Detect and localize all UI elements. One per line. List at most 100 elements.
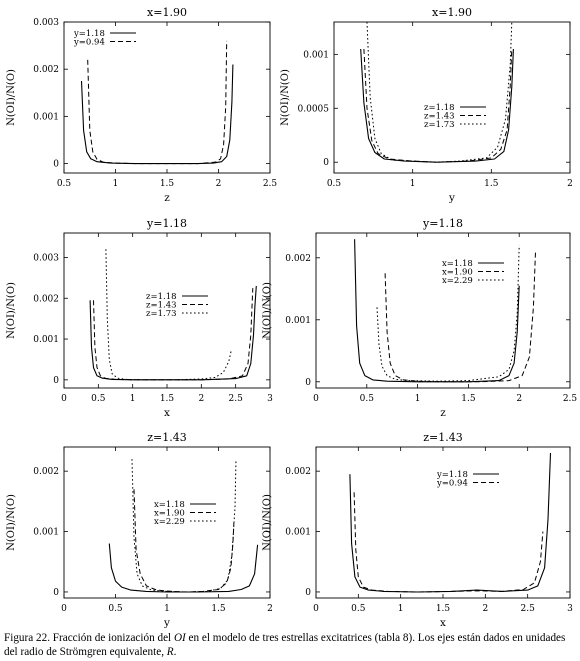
x-tick-label: 0.5	[360, 394, 375, 404]
x-tick-label: 2	[216, 179, 222, 189]
y-axis-label: N(OI)/N(O)	[6, 69, 17, 126]
y-tick-label: 0.002	[285, 254, 311, 264]
chart-title: x=1.90	[147, 6, 187, 19]
x-tick-label: 2.5	[229, 394, 244, 404]
series-line-solid	[360, 48, 514, 163]
legend-label: z=1.73	[146, 309, 177, 319]
legend-label: y=1.18	[73, 29, 105, 39]
y-tick-label: 0.001	[33, 528, 59, 538]
x-tick-label: 1	[113, 179, 119, 189]
legend-label: z=1.43	[424, 112, 455, 122]
x-axis-label: z	[440, 407, 446, 419]
y-tick-label: 0.001	[33, 112, 59, 122]
series-line-dashed	[133, 489, 235, 593]
x-axis-label: z	[164, 192, 170, 204]
chart-panel-4: y=1.18 0 0.5 1 1.5 2 2.5 0 0.001 0.002 z N(OI)/N(O)…	[262, 217, 577, 419]
x-tick-label: 0	[61, 394, 67, 404]
series-line-dotted	[376, 245, 520, 382]
x-tick-label: 2.5	[521, 604, 536, 614]
y-tick-label: 0.002	[33, 294, 59, 304]
x-tick-label: 1.5	[160, 394, 175, 404]
x-tick-label: 1	[130, 394, 136, 404]
y-tick-label: 0.001	[285, 528, 311, 538]
y-tick-label: 0.0005	[298, 104, 330, 114]
x-tick-label: 0	[313, 604, 319, 614]
chart-title: z=1.43	[423, 431, 463, 444]
x-tick-label: 0.5	[108, 604, 123, 614]
series-line-dashed	[353, 492, 544, 593]
chart-title: y=1.18	[146, 217, 187, 230]
y-tick-label: 0.003	[33, 253, 59, 263]
y-tick-label: 0	[53, 376, 59, 386]
chart-panel-5: z=1.43 0 0.5 1 1.5 2 0 0.001 0.002 y N(OI)/N(O) x=1…	[6, 431, 273, 629]
caption-r-symbol: R	[166, 646, 174, 658]
y-tick-label: 0.001	[33, 335, 59, 345]
x-tick-label: 0.5	[91, 394, 106, 404]
x-tick-label: 1	[410, 179, 416, 189]
x-tick-label: 2	[198, 394, 204, 404]
caption-text-end: .	[173, 646, 177, 658]
legend-label: z=1.43	[146, 301, 177, 311]
legend-label: x=2.29	[442, 276, 473, 286]
y-axis-label: N(OI)/N(O)	[262, 494, 273, 551]
x-tick-label: 1.5	[436, 604, 451, 614]
x-tick-label: 3	[567, 604, 573, 614]
plot-frame	[315, 232, 571, 389]
figure-caption: Figura 22. Fracción de ionización del OI…	[4, 631, 578, 659]
legend-label: y=1.18	[436, 470, 468, 480]
caption-text-middle: en el modelo de tres estrellas excitatri…	[4, 632, 566, 658]
y-axis-label: N(OI)/N(O)	[280, 69, 291, 126]
x-tick-label: 1	[164, 604, 170, 614]
x-tick-label: 1	[415, 394, 421, 404]
x-tick-label: 1.5	[484, 179, 499, 189]
caption-text-start: Figura 22. Fracción de ionización del	[4, 632, 174, 644]
x-tick-label: 3	[267, 394, 273, 404]
y-tick-label: 0	[305, 588, 311, 598]
y-tick-label: 0.001	[303, 50, 329, 60]
y-tick-label: 0.003	[33, 18, 59, 28]
x-tick-label: 0	[313, 394, 319, 404]
x-tick-label: 1	[398, 604, 404, 614]
legend-label: z=1.18	[146, 292, 177, 302]
chart-panel-1: x=1.90 0.5 1 1.5 2 2.5 0 0.001 0.002 0.003 z N(OI)/…	[6, 6, 277, 204]
series-line-dashed	[87, 40, 228, 165]
legend-label: x=1.90	[154, 509, 185, 519]
legend-label: z=1.18	[424, 103, 455, 113]
x-axis-label: y	[163, 617, 170, 629]
legend-label: y=0.94	[73, 38, 105, 48]
legend-label: x=1.90	[442, 268, 473, 278]
chart-panel-6: z=1.43 0 0.5 1 1.5 2 2.5 3 0 0.001 0.002 x N(OI)/N(O…	[262, 431, 573, 629]
x-tick-label: 1.5	[160, 179, 175, 189]
x-axis-label: x	[440, 617, 446, 629]
y-tick-label: 0.001	[285, 316, 311, 326]
plot-frame	[333, 21, 571, 174]
y-tick-label: 0	[305, 378, 311, 388]
series-line-solid	[108, 543, 259, 593]
y-axis-label: N(OI)/N(O)	[6, 494, 17, 551]
chart-title: z=1.43	[147, 431, 187, 444]
x-tick-label: 1.5	[211, 604, 226, 614]
chart-title: x=1.90	[432, 6, 472, 19]
y-tick-label: 0	[53, 160, 59, 170]
x-tick-label: 2	[567, 179, 573, 189]
series-line-solid	[354, 239, 520, 383]
legend-label: z=1.73	[424, 120, 455, 130]
x-tick-label: 2.5	[563, 394, 578, 404]
x-tick-label: 1.5	[461, 394, 476, 404]
legend-label: x=1.18	[154, 500, 185, 510]
series-line-dotted	[105, 249, 232, 381]
y-tick-label: 0	[323, 158, 329, 168]
legend-label: x=1.18	[442, 259, 473, 269]
legend-label: y=0.94	[436, 479, 468, 489]
y-tick-label: 0.002	[285, 467, 311, 477]
x-tick-label: 2	[516, 394, 522, 404]
series-line-dotted	[366, 21, 513, 163]
x-tick-label: 2	[482, 604, 488, 614]
series-line-dashed	[384, 251, 536, 383]
x-tick-label: 0.5	[351, 604, 366, 614]
series-line-dashed	[93, 288, 254, 381]
y-tick-label: 0	[53, 588, 59, 598]
x-tick-label: 2.5	[263, 179, 278, 189]
y-tick-label: 0.002	[33, 65, 59, 75]
